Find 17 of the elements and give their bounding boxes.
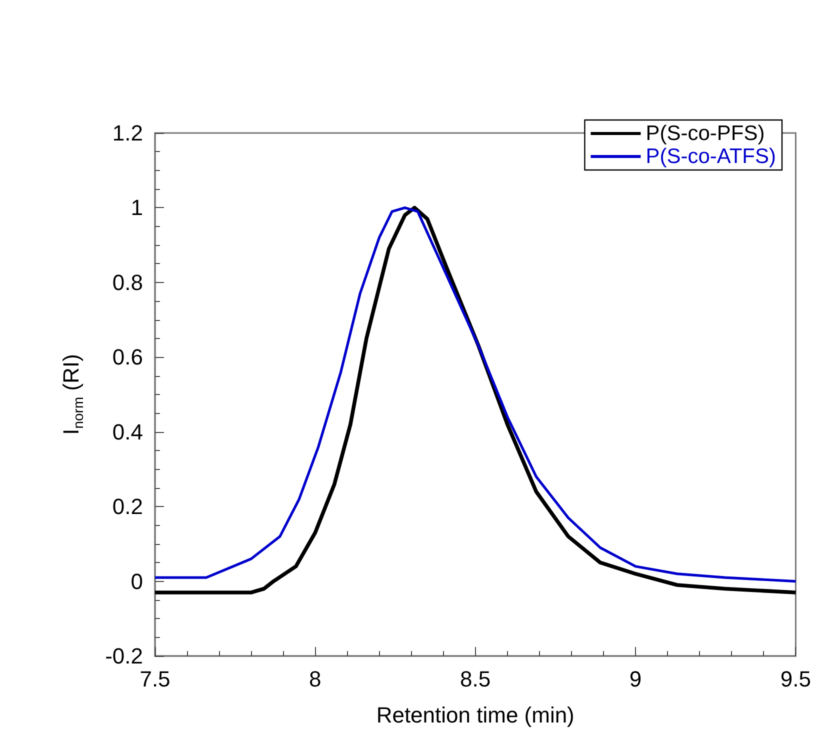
y-tick-label: 0.4 [112, 419, 143, 444]
y-tick-label: -0.2 [105, 644, 143, 668]
y-axis-title: Inorm (RI) [58, 354, 86, 435]
x-tick-label: 8.5 [460, 666, 491, 692]
y-tick-label: 0.8 [112, 270, 143, 295]
x-tick-label: 8 [309, 666, 322, 692]
y-tick-label: 1 [130, 195, 143, 220]
y-tick-label: 0.2 [112, 494, 143, 520]
y-tick-label: 1.2 [112, 120, 143, 146]
legend-label: P(S-co-ATFS) [646, 145, 776, 168]
x-tick-label: 9.5 [780, 666, 812, 692]
y-tick-label: 0 [130, 568, 143, 594]
x-tick-label: 9 [629, 666, 642, 692]
x-axis-title: Retention time (min) [376, 702, 574, 728]
legend-label: P(S-co-PFS) [646, 122, 765, 145]
x-tick-label: 7.5 [140, 666, 170, 692]
y-tick-label: 0.6 [112, 344, 143, 370]
